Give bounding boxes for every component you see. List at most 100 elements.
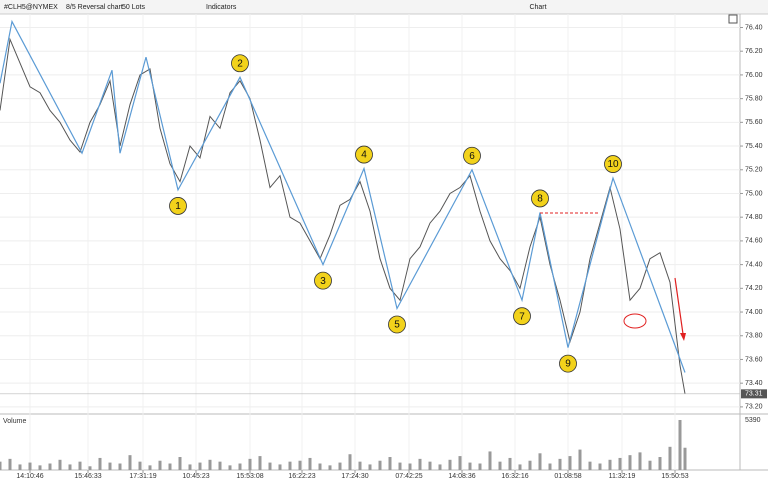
volume-bar (578, 449, 582, 470)
wave-label: 10 (607, 159, 619, 170)
volume-bar (358, 461, 362, 470)
volume-bar (408, 463, 412, 470)
volume-bar (648, 460, 652, 470)
volume-bar (668, 446, 672, 470)
y-tick-label: 75.40 (745, 143, 763, 150)
chart-kind[interactable]: 8/5 Reversal chart (66, 4, 123, 11)
volume-bar (338, 462, 342, 470)
y-tick-label: 73.60 (745, 356, 763, 363)
wave-label: 3 (320, 276, 326, 287)
y-tick-label: 76.40 (745, 24, 763, 31)
wave-badge (531, 189, 549, 208)
volume-bar (58, 459, 62, 470)
volume-bar (658, 457, 662, 470)
wave-label: 8 (537, 194, 543, 205)
y-tick-label: 75.20 (745, 167, 763, 174)
wave-badge (169, 197, 187, 215)
wave-label: 9 (565, 359, 571, 370)
indicators[interactable]: Indicators (206, 4, 237, 11)
volume-bar (238, 463, 242, 470)
toolbar (0, 0, 768, 14)
y-tick-label: 76.20 (745, 48, 763, 55)
y-tick-label: 74.00 (745, 309, 763, 316)
volume-bar (38, 465, 42, 470)
volume-bar (298, 460, 302, 470)
volume-bar (108, 462, 112, 470)
symbol[interactable]: #CLH5@NYMEX (4, 4, 58, 11)
volume-bar (438, 464, 442, 470)
volume-bar (118, 463, 122, 470)
wave-label: 5 (394, 320, 400, 331)
arrow-head (680, 333, 686, 341)
volume-bar (528, 460, 532, 470)
wave-label: 4 (361, 150, 367, 161)
volume-bar (498, 461, 502, 470)
last-price-label: 73.31 (745, 391, 763, 398)
volume-bar (268, 462, 272, 470)
volume-bar (88, 466, 92, 470)
volume-bar (158, 460, 162, 470)
x-tick-label: 15:46:33 (74, 473, 101, 480)
volume-bar (638, 452, 642, 470)
x-tick-label: 16:32:16 (501, 473, 528, 480)
y-tick-label: 75.60 (745, 119, 763, 126)
wave-badge (355, 145, 373, 164)
volume-bar (478, 463, 482, 470)
arrow-shaft (674, 277, 684, 335)
volume-bar (588, 461, 592, 470)
volume-bar (228, 465, 232, 470)
price-line (0, 37, 686, 394)
y-tick-label: 73.40 (745, 380, 763, 387)
volume-bar (0, 461, 2, 470)
volume-bar (683, 447, 687, 470)
y-tick-label: 74.60 (745, 238, 763, 245)
zigzag-line (0, 19, 686, 373)
volume-bar (458, 456, 462, 470)
volume-bar (468, 462, 472, 470)
y-tick-label: 75.80 (745, 95, 763, 102)
volume-bar (318, 463, 322, 470)
volume-bar (78, 461, 82, 470)
scroll-end-button[interactable] (728, 14, 738, 24)
wave-badge (388, 315, 406, 334)
y-tick-label: 74.40 (745, 261, 763, 268)
volume-bar (368, 464, 372, 470)
volume-bar (488, 451, 492, 470)
volume-bar (258, 456, 262, 470)
volume-bar (608, 459, 612, 470)
volume-bar (518, 464, 522, 470)
volume-bar (28, 462, 32, 470)
volume-bar (328, 465, 332, 470)
y-tick-label: 76.00 (745, 72, 763, 79)
y-tick-label: 73.80 (745, 333, 763, 340)
volume-bar (138, 461, 142, 470)
volume-bar (178, 457, 182, 470)
lots[interactable]: 50 Lots (122, 4, 145, 11)
x-tick-label: 10:45:23 (182, 473, 209, 480)
volume-bar (308, 457, 312, 470)
volume-bar (448, 459, 452, 470)
x-tick-label: 01:08:58 (554, 473, 581, 480)
volume-bar (68, 464, 72, 470)
x-tick-label: 14:08:36 (448, 473, 475, 480)
x-tick-label: 11:32:19 (609, 473, 636, 480)
y-tick-label: 75.00 (745, 190, 763, 197)
volume-bar (218, 461, 222, 470)
wave-label: 2 (237, 58, 243, 69)
x-tick-label: 07:42:25 (395, 473, 422, 480)
volume-bar (48, 463, 52, 470)
volume-bar (248, 458, 252, 470)
wave-badge (231, 54, 249, 73)
volume-bar (428, 461, 432, 470)
volume-bar (598, 463, 602, 470)
volume-bar (568, 456, 572, 470)
volume-bar (558, 458, 562, 470)
wave-badge (604, 155, 622, 173)
volume-bar (348, 454, 352, 470)
volume-bar (628, 455, 632, 470)
wave-badge (463, 146, 481, 165)
highlight-ellipse (623, 313, 647, 329)
wave-label: 7 (519, 311, 525, 322)
y-tick-label: 74.80 (745, 214, 763, 221)
last-price-tag (741, 389, 767, 399)
